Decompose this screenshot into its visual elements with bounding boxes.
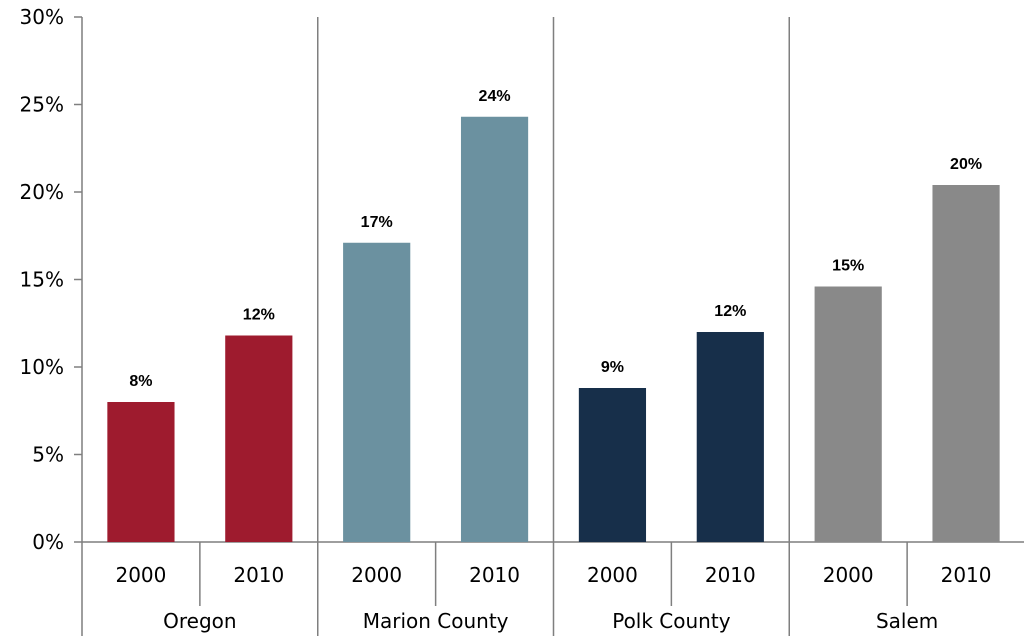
bar [696, 332, 764, 542]
data-label: 12% [714, 303, 746, 320]
data-label: 9% [601, 359, 624, 376]
data-label: 15% [832, 258, 864, 275]
y-tick-label: 30% [20, 5, 64, 29]
category-label: 2000 [351, 563, 402, 587]
bar [107, 402, 175, 542]
category-label: 2010 [705, 563, 756, 587]
y-tick-label: 0% [32, 530, 64, 554]
y-tick-label: 10% [20, 355, 64, 379]
bar [932, 185, 1000, 542]
category-label: 2000 [587, 563, 638, 587]
data-label: 12% [243, 307, 275, 324]
bar [460, 116, 529, 542]
bar [343, 242, 411, 542]
bar [225, 335, 293, 542]
category-label: 2010 [941, 563, 992, 587]
bar [814, 286, 882, 542]
data-label: 8% [129, 373, 152, 390]
bar [578, 388, 647, 542]
group-label: Marion County [363, 609, 509, 633]
y-tick-label: 5% [32, 443, 64, 467]
data-label: 20% [950, 156, 982, 173]
data-label: 24% [479, 88, 511, 105]
y-tick-label: 20% [20, 180, 64, 204]
group-label: Oregon [163, 609, 236, 633]
y-tick-label: 15% [20, 268, 64, 292]
category-label: 2000 [115, 563, 166, 587]
category-label: 2010 [469, 563, 520, 587]
y-tick-label: 25% [20, 93, 64, 117]
group-label: Polk County [612, 609, 730, 633]
category-label: 2010 [233, 563, 284, 587]
category-label: 2000 [823, 563, 874, 587]
group-label: Salem [876, 609, 938, 633]
data-label: 17% [361, 214, 393, 231]
